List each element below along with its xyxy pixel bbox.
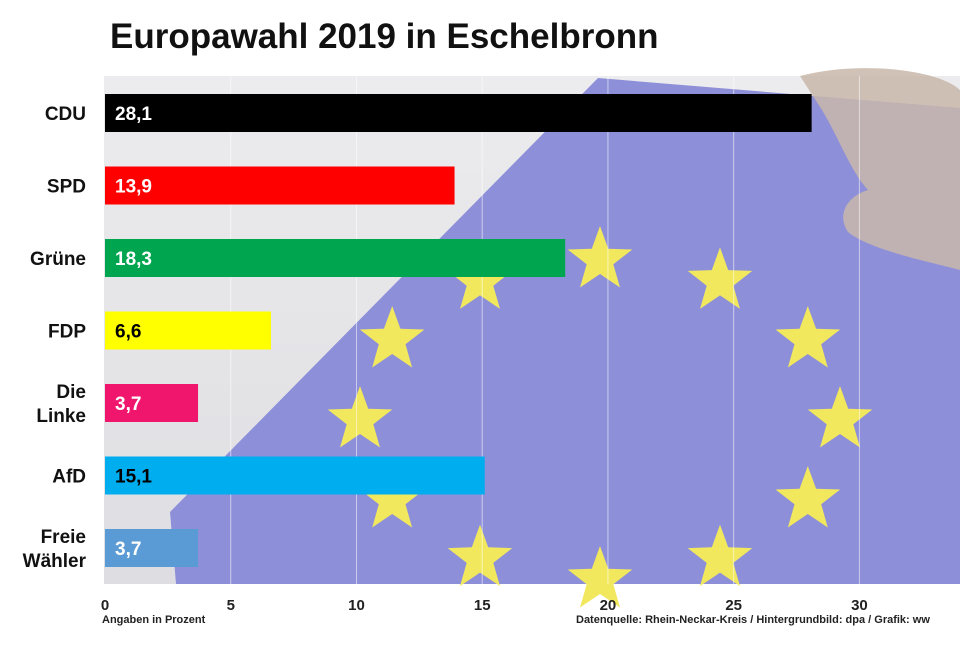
data-label: 6,6 [115,322,141,343]
bar [105,94,812,132]
eu-star [687,247,753,309]
x-tick-label: 15 [474,597,491,614]
bar [105,239,566,277]
category-label: Grüne [30,249,86,270]
chart-title: Europawahl 2019 in Eschelbronn [110,17,659,56]
hand-shape [800,68,960,270]
x-tick-label: 10 [348,597,365,614]
bar [105,384,199,422]
eu-star [359,306,425,368]
eu-star [359,466,425,528]
bar [105,311,271,350]
category-label: Die Linke [36,382,86,427]
category-label: Freie Wähler [23,527,87,572]
category-label: AfD [52,467,86,488]
bar [105,456,485,495]
x-axis-label: Angaben in Prozent [102,614,206,626]
x-axis-ticks: 0 5 10 15 20 25 30 [101,597,868,614]
eu-star [327,386,393,448]
eu-star [775,306,841,368]
data-label: 13,9 [115,177,152,198]
eu-star [567,226,633,288]
bars [105,94,812,567]
x-tick-label: 20 [600,597,617,614]
eu-stars [327,226,873,608]
x-tick-label: 5 [227,597,235,614]
chart-title-box: Europawahl 2019 in Eschelbronn [104,12,665,62]
data-label: 3,7 [115,394,141,415]
category-labels: CDU SPD Grüne FDP Die Linke AfD Freie Wähler [23,104,87,572]
eu-star [807,386,873,448]
eu-star [775,466,841,528]
bar [105,529,199,567]
x-tick-label: 30 [851,597,868,614]
source-note: Datenquelle: Rhein-Neckar-Kreis / Hinter… [576,614,930,626]
data-label: 15,1 [115,467,152,488]
value-labels: 28,1 13,9 18,3 6,6 3,7 15,1 3,7 [115,104,152,560]
data-label: 18,3 [115,249,152,270]
eu-star [687,524,753,587]
eu-star [447,247,513,309]
eu-star [567,546,633,608]
category-label: FDP [48,322,86,343]
eu-star [447,524,513,587]
category-label: CDU [45,104,86,125]
x-tick-label: 25 [725,597,742,614]
data-label: 28,1 [115,104,152,125]
category-label: SPD [47,177,86,198]
bar [105,166,455,205]
data-label: 3,7 [115,539,141,560]
x-tick-label: 0 [101,597,109,614]
